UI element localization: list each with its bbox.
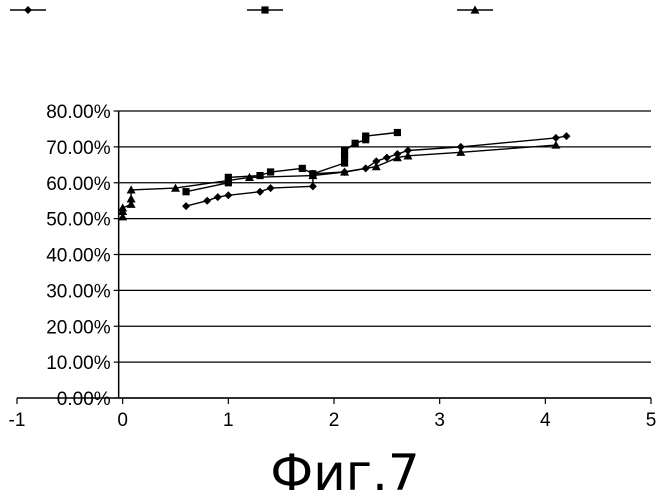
data-point: [341, 159, 348, 166]
legend-marker: [24, 6, 32, 14]
plot-area: [118, 129, 570, 221]
data-point: [309, 182, 317, 190]
y-tick-label: 80.00%: [46, 102, 111, 123]
data-point: [299, 165, 306, 172]
legend-marker: [261, 6, 268, 13]
figure-caption: Фиг.7: [270, 444, 420, 500]
y-tick-label: 0.00%: [57, 389, 111, 410]
y-tick-label: 70.00%: [46, 138, 111, 159]
data-point: [551, 141, 560, 149]
data-point: [394, 129, 401, 136]
data-point: [182, 188, 189, 195]
legend-entry: [10, 6, 46, 14]
data-point: [256, 172, 263, 179]
x-tick-label: 1: [223, 410, 234, 431]
data-point: [341, 147, 348, 154]
y-tick-label: 40.00%: [46, 246, 111, 267]
data-point: [118, 203, 127, 211]
x-tick-label: 3: [434, 410, 445, 431]
data-point: [182, 202, 190, 210]
y-tick-label: 20.00%: [46, 317, 111, 338]
x-tick-label: -1: [9, 410, 26, 431]
gridlines: [119, 111, 651, 398]
legend-entry: [457, 6, 493, 14]
x-tick-label: 0: [117, 410, 128, 431]
x-tick-label: 4: [540, 410, 551, 431]
data-point: [267, 184, 275, 192]
axes: [17, 111, 651, 404]
y-tick-label: 50.00%: [46, 210, 111, 231]
series-1: [182, 132, 570, 210]
data-point: [214, 193, 222, 201]
series-2: [182, 129, 401, 195]
y-tick-label: 10.00%: [46, 353, 111, 374]
y-tick-label: 30.00%: [46, 281, 111, 302]
x-tick-label: 5: [646, 410, 657, 431]
data-point: [352, 140, 359, 147]
data-point: [203, 197, 211, 205]
data-point: [224, 191, 232, 199]
y-axis-tick-labels: 0.00% 10.00% 20.00% 30.00% 40.00% 50.00% 60.00…: [46, 102, 111, 410]
data-point: [267, 168, 274, 175]
data-point: [362, 133, 369, 140]
legend-entry: [247, 6, 283, 13]
y-tick-label: 60.00%: [46, 174, 111, 195]
data-point: [127, 194, 136, 202]
data-point: [256, 188, 264, 196]
data-point: [562, 132, 570, 140]
x-tick-label: 2: [329, 410, 340, 431]
legend: [10, 6, 493, 15]
x-axis-tick-labels: -1 0 1 2 3 4 5: [9, 410, 657, 431]
